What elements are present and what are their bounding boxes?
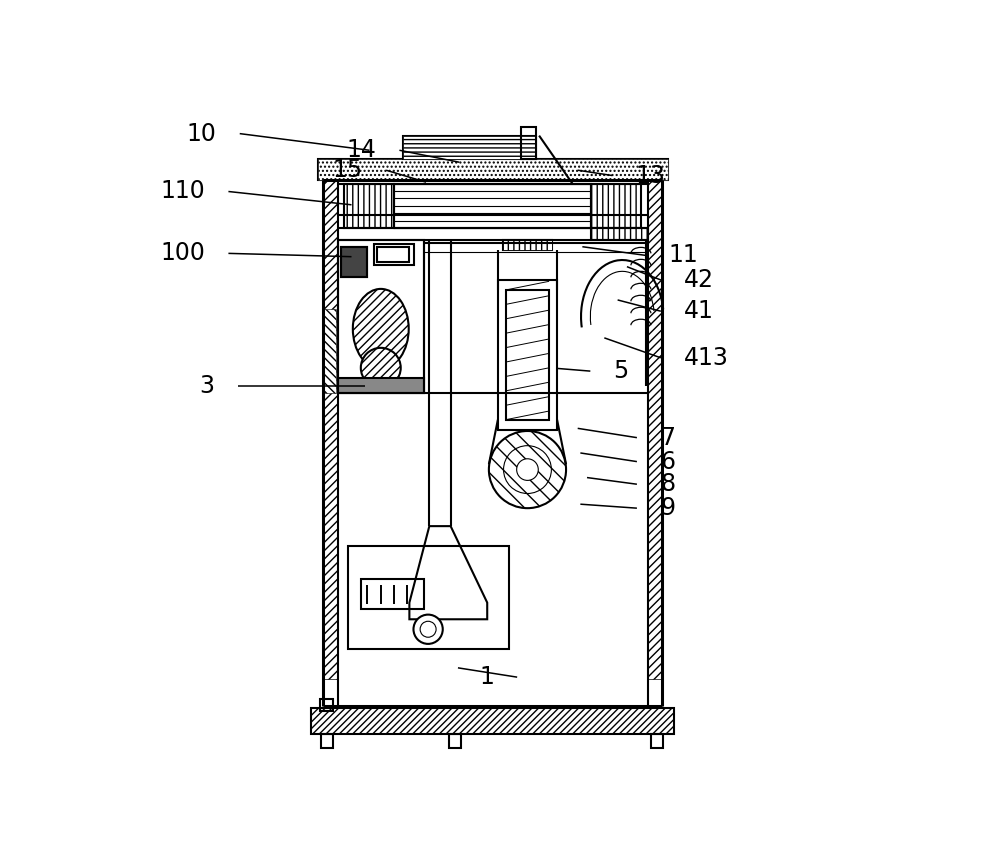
Text: 8: 8: [660, 473, 675, 496]
Bar: [449, 734, 461, 748]
Bar: [591, 228, 648, 240]
Text: 15: 15: [333, 158, 363, 182]
Text: 13: 13: [636, 163, 665, 187]
Circle shape: [420, 621, 436, 638]
Text: 6: 6: [660, 449, 675, 473]
Bar: [324, 309, 336, 393]
Bar: [506, 290, 549, 420]
Bar: [341, 247, 367, 276]
Text: 5: 5: [614, 359, 629, 383]
Bar: [318, 159, 668, 181]
Bar: [321, 734, 333, 748]
Ellipse shape: [361, 348, 401, 388]
Circle shape: [413, 614, 443, 644]
Bar: [348, 546, 509, 649]
Text: 11: 11: [669, 244, 699, 267]
Bar: [591, 183, 641, 228]
Bar: [394, 183, 591, 228]
Text: 9: 9: [660, 496, 675, 520]
Circle shape: [517, 459, 538, 480]
Text: 7: 7: [660, 426, 675, 449]
Text: 3: 3: [199, 374, 214, 398]
Circle shape: [489, 431, 566, 508]
Text: 10: 10: [187, 122, 216, 146]
Ellipse shape: [353, 289, 409, 369]
Bar: [591, 183, 641, 228]
Bar: [338, 378, 424, 393]
Bar: [521, 127, 536, 159]
Bar: [374, 244, 414, 265]
Bar: [344, 183, 394, 228]
Bar: [503, 240, 552, 250]
Bar: [341, 247, 367, 276]
Bar: [318, 159, 668, 181]
Bar: [311, 708, 674, 734]
Bar: [403, 136, 536, 159]
Bar: [361, 580, 424, 609]
Bar: [320, 699, 333, 711]
Text: 110: 110: [160, 180, 205, 204]
Bar: [591, 228, 648, 240]
Bar: [323, 181, 338, 679]
Bar: [338, 240, 424, 393]
Text: 42: 42: [684, 268, 714, 292]
Bar: [498, 280, 557, 429]
Bar: [311, 708, 674, 734]
Text: 1: 1: [479, 665, 494, 689]
Bar: [651, 734, 663, 748]
Text: 413: 413: [684, 346, 729, 370]
Text: 14: 14: [346, 138, 376, 162]
Bar: [503, 240, 552, 250]
Text: 41: 41: [684, 299, 714, 323]
Bar: [648, 181, 662, 679]
Bar: [403, 136, 536, 159]
Text: 100: 100: [160, 241, 205, 265]
Bar: [344, 183, 394, 228]
Bar: [377, 247, 409, 262]
